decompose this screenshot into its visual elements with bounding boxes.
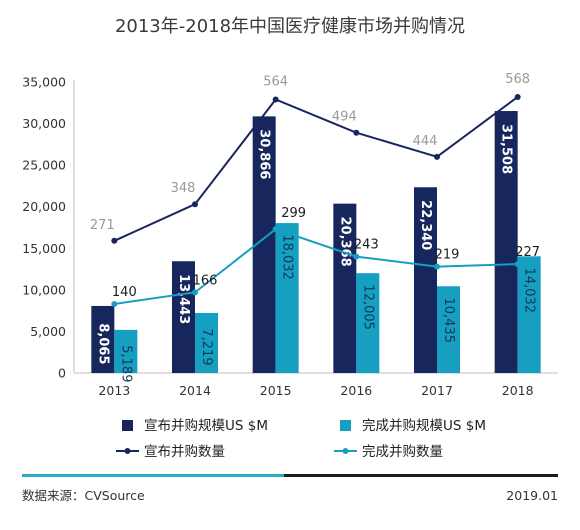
y-tick-label: 5,000 xyxy=(30,324,66,339)
bar-announced-label: 30,866 xyxy=(257,129,272,179)
line-completed-count xyxy=(114,228,518,305)
bar-completed xyxy=(517,256,541,373)
x-axis: 2013 2014 2015 2016 2017 2018 xyxy=(74,372,558,398)
bar-completed xyxy=(275,223,299,373)
x-tick-label: 2014 xyxy=(179,383,211,398)
bar-announced xyxy=(91,305,115,373)
bar-announced xyxy=(494,111,518,374)
point-announced-count-label: 271 xyxy=(90,218,115,233)
bar-completed-label: 14,032 xyxy=(522,268,537,314)
legend: 宣布并购规模US $M 完成并购规模US $M 宣布并购数量 完成并购数量 xyxy=(116,418,486,460)
bar-completed-label: 10,435 xyxy=(441,297,456,343)
legend-completed-size-swatch xyxy=(340,420,351,431)
legend-announced-count-swatch-dot xyxy=(124,448,131,454)
legend-completed-size-label: 完成并购规模US $M xyxy=(362,418,486,434)
point-completed-count-label: 243 xyxy=(354,238,379,253)
point-announced-count xyxy=(514,93,521,100)
point-announced-count-label: 564 xyxy=(263,74,288,89)
point-completed-count-label: 219 xyxy=(435,248,460,263)
point-announced-count xyxy=(111,237,118,244)
point-announced-count xyxy=(353,129,360,136)
legend-completed-count-swatch-dot xyxy=(342,448,349,454)
line-announced-count xyxy=(113,96,519,242)
bar-announced xyxy=(252,116,276,374)
point-announced-count xyxy=(272,96,279,103)
bar-completed-label: 18,032 xyxy=(280,234,295,280)
date-text: 2019.01 xyxy=(506,488,558,503)
x-tick-label: 2013 xyxy=(98,383,130,398)
legend-announced-count-label: 宣布并购数量 xyxy=(144,444,225,460)
bar-completed xyxy=(114,329,138,373)
point-announced-count-label: 568 xyxy=(505,72,530,87)
y-tick-label: 30,000 xyxy=(22,116,66,131)
footer-divider-accent xyxy=(22,474,284,477)
bar-completed xyxy=(195,312,218,373)
bar-announced xyxy=(414,187,437,373)
bar-announced-label: 8,065 xyxy=(95,323,110,364)
legend-announced-size-label: 宣布并购规模US $M xyxy=(144,418,268,434)
x-tick-label: 2016 xyxy=(340,383,372,398)
bar-announced-label: 22,340 xyxy=(418,200,433,250)
point-completed-count xyxy=(434,263,440,270)
bar-completed-label: 12,005 xyxy=(360,284,375,330)
y-tick-label: 35,000 xyxy=(22,75,66,90)
legend-completed-count-label: 完成并购数量 xyxy=(362,444,443,460)
point-announced-count-label: 444 xyxy=(413,134,438,149)
x-tick-label: 2018 xyxy=(502,383,534,398)
point-completed-count xyxy=(272,226,279,233)
legend-announced-size-swatch xyxy=(122,420,133,431)
point-completed-count-label: 299 xyxy=(281,206,306,221)
lines-layer: 271 348 564 494 444 568 140 166 299 243 219 227 xyxy=(90,72,540,307)
bar-announced-label: 31,508 xyxy=(499,124,514,174)
y-tick-label: 15,000 xyxy=(22,241,66,256)
bar-announced xyxy=(333,203,357,373)
y-tick-label: 0 xyxy=(58,366,66,381)
point-completed-count xyxy=(514,261,521,268)
y-tick-label: 10,000 xyxy=(22,282,66,297)
source-text: 数据来源：CVSource xyxy=(22,488,145,503)
footer-divider-dark xyxy=(284,474,558,477)
y-tick-label: 20,000 xyxy=(22,199,66,214)
point-announced-count-label: 348 xyxy=(171,181,196,196)
bar-completed-label: 5,189 xyxy=(118,345,133,382)
bars-layer: 8,065 13,443 30,866 20,368 22,340 31,508 5,189… xyxy=(91,111,541,382)
bar-completed xyxy=(356,273,380,373)
y-axis: 0 5,000 10,000 15,000 20,000 25,000 30,000 35,0… xyxy=(22,75,75,381)
y-tick-label: 25,000 xyxy=(22,158,66,173)
bar-announced-label: 13,443 xyxy=(176,274,191,324)
point-announced-count-label: 494 xyxy=(332,110,357,125)
chart-title: 2013年-2018年中国医疗健康市场并购情况 xyxy=(115,16,465,37)
point-completed-count xyxy=(111,300,118,307)
x-tick-label: 2015 xyxy=(260,383,292,398)
point-announced-count xyxy=(192,201,198,208)
x-tick-label: 2017 xyxy=(421,383,453,398)
point-completed-count xyxy=(353,253,360,260)
point-completed-count-label: 166 xyxy=(193,273,218,288)
point-completed-count-label: 227 xyxy=(515,245,540,260)
point-completed-count xyxy=(192,289,198,296)
bar-announced-label: 20,368 xyxy=(337,217,352,267)
bar-completed xyxy=(437,286,460,373)
point-announced-count xyxy=(434,153,440,160)
point-completed-count-label: 140 xyxy=(112,285,137,300)
bar-announced xyxy=(172,261,195,373)
bar-completed-label: 7,219 xyxy=(199,328,214,365)
